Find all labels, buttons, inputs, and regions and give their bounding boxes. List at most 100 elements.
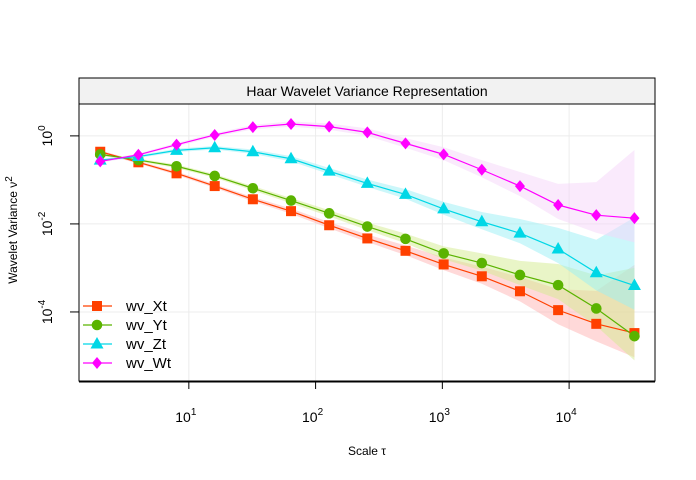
point-wv_Xt	[362, 233, 373, 244]
point-wv_Zt	[589, 265, 603, 278]
x-tick-label: 102	[302, 407, 324, 425]
point-wv_Yt	[476, 257, 488, 269]
x-tick-base: 10	[175, 409, 191, 425]
x-tick-exp: 4	[571, 407, 577, 418]
point-wv_Xt	[400, 245, 411, 256]
point-wv_Yt	[323, 208, 335, 219]
point-wv_Yt	[590, 303, 602, 314]
point-wv_Xt	[476, 271, 487, 282]
y-tick-base: 10	[39, 220, 55, 236]
point-wv_Wt	[438, 148, 449, 161]
title-strip	[78, 77, 656, 105]
y-axis-title: Wavelet Variance ν2	[4, 176, 20, 284]
point-wv_Wt	[95, 155, 106, 168]
legend-label: wv_Yt	[125, 317, 168, 334]
x-axis-title: Scale τ	[348, 444, 386, 458]
y-tick-base: 10	[39, 131, 55, 147]
x-tick-base: 10	[302, 409, 318, 425]
point-wv_Zt	[322, 164, 336, 176]
point-wv_Zt	[246, 144, 260, 157]
square-marker-icon	[92, 301, 102, 311]
point-wv_Xt	[438, 259, 449, 270]
point-wv_Yt	[552, 279, 564, 291]
point-wv_Yt	[514, 269, 526, 281]
y-tick-exp: -4	[37, 299, 48, 308]
x-tick-label: 101	[175, 407, 197, 425]
y-tick-base: 10	[39, 308, 55, 324]
plot-frame	[78, 77, 656, 382]
ci-band-wv_Wt	[100, 121, 635, 243]
point-wv_Zt	[551, 242, 565, 254]
point-wv_Xt	[171, 168, 182, 179]
point-wv_Wt	[400, 137, 411, 150]
x-tick-label: 104	[556, 407, 578, 425]
point-wv_Xt	[247, 194, 258, 205]
x-tick-base: 10	[556, 409, 572, 425]
point-wv_Wt	[133, 148, 144, 161]
point-wv_Zt	[475, 214, 489, 227]
circle-marker-icon	[91, 319, 103, 331]
point-wv_Wt	[591, 209, 602, 222]
x-tick-exp: 1	[191, 407, 197, 418]
y-tick-label: 10-2	[37, 211, 55, 236]
point-wv_Yt	[362, 221, 373, 232]
legend-label: wv_Zt	[125, 336, 167, 353]
legend-label: wv_Wt	[125, 355, 172, 372]
x-tick-label: 103	[429, 407, 451, 425]
point-wv_Xt	[591, 318, 602, 329]
point-wv_Yt	[400, 233, 411, 245]
series-markers	[93, 118, 641, 342]
point-wv_Wt	[476, 163, 487, 176]
point-wv_Wt	[324, 120, 335, 133]
diamond-marker-icon	[92, 357, 102, 369]
y-axis-title-sup: 2	[4, 176, 15, 182]
legend-item: wv_Yt	[83, 317, 168, 334]
point-wv_Xt	[286, 206, 297, 217]
legend-item: wv_Xt	[83, 298, 168, 315]
point-wv_Wt	[286, 118, 297, 131]
y-tick-label: 10-4	[37, 299, 55, 324]
point-wv_Zt	[627, 278, 641, 291]
point-wv_Zt	[208, 140, 222, 153]
legend-item: wv_Zt	[83, 336, 167, 353]
ci-band-wv_Zt	[100, 146, 635, 310]
legend: wv_Xt wv_Yt wv_Zt wv_Wt	[83, 298, 172, 372]
y-tick-exp: -2	[37, 211, 48, 220]
x-axis: 101 102 103 104	[79, 381, 655, 425]
point-wv_Zt	[513, 226, 527, 238]
y-tick-exp: 0	[37, 125, 48, 131]
triangle-marker-icon	[90, 337, 104, 349]
point-wv_Wt	[171, 138, 182, 151]
point-wv_Wt	[514, 180, 525, 193]
legend-item: wv_Wt	[83, 355, 172, 372]
point-wv_Yt	[171, 160, 182, 172]
x-tick-exp: 3	[444, 407, 450, 418]
point-wv_Xt	[324, 220, 335, 231]
point-wv_Wt	[362, 126, 373, 139]
point-wv_Wt	[629, 212, 640, 225]
point-wv_Yt	[247, 182, 259, 194]
point-wv_Yt	[438, 248, 449, 259]
point-wv_Zt	[437, 201, 451, 214]
x-tick-exp: 2	[318, 407, 324, 418]
point-wv_Zt	[360, 176, 374, 188]
point-wv_Xt	[209, 181, 220, 192]
point-wv_Zt	[284, 151, 298, 164]
y-axis-title-base: Wavelet Variance ν	[6, 182, 20, 284]
point-wv_Wt	[209, 128, 220, 141]
point-wv_Yt	[629, 330, 640, 342]
legend-label: wv_Xt	[125, 298, 168, 315]
point-wv_Zt	[398, 187, 412, 199]
point-wv_Yt	[209, 170, 221, 182]
point-wv_Wt	[247, 121, 258, 134]
point-wv_Yt	[285, 195, 297, 206]
confidence-bands	[100, 121, 635, 361]
point-wv_Xt	[553, 305, 564, 316]
point-wv_Xt	[514, 286, 525, 297]
x-tick-base: 10	[429, 409, 445, 425]
point-wv_Wt	[553, 198, 564, 211]
chart-title: Haar Wavelet Variance Representation	[246, 83, 487, 99]
y-tick-label: 100	[37, 125, 55, 147]
